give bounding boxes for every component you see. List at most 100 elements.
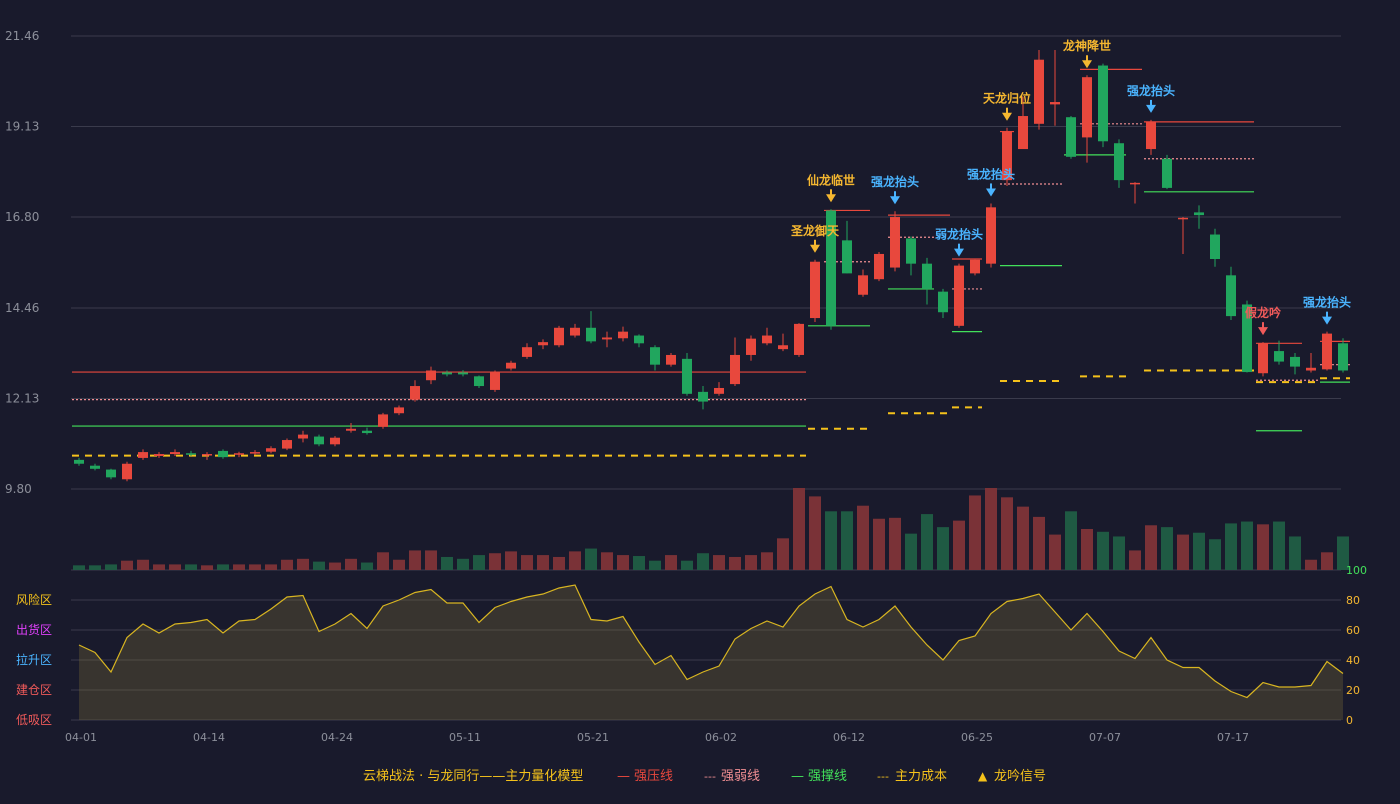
candle-body xyxy=(1098,65,1108,142)
date-tick-label: 06-12 xyxy=(833,731,865,744)
candle-body xyxy=(346,428,356,431)
date-tick-label: 07-07 xyxy=(1089,731,1121,744)
candle-body xyxy=(218,450,228,458)
candle-body xyxy=(298,434,308,439)
candle-body xyxy=(858,275,868,295)
candle-body xyxy=(394,407,404,414)
volume-bar xyxy=(521,555,533,570)
candle-body xyxy=(490,372,500,390)
candles-layer xyxy=(74,49,1348,482)
indicator-tick-label: 40 xyxy=(1346,654,1360,667)
volume-bar xyxy=(713,555,725,570)
candle-body xyxy=(1194,212,1204,216)
candle-body xyxy=(474,376,484,387)
indicator-tick-label: 60 xyxy=(1346,624,1360,637)
signal-arrow xyxy=(1258,327,1268,336)
candle-body xyxy=(506,362,516,369)
candle-body xyxy=(122,463,132,480)
signal-arrow xyxy=(986,188,996,197)
volume-bar xyxy=(1177,534,1189,570)
volume-bar xyxy=(169,564,181,570)
candle-body xyxy=(74,459,84,464)
candle-body xyxy=(570,327,580,336)
volume-bar xyxy=(681,560,693,570)
candle-body xyxy=(1114,143,1124,181)
volume-bar xyxy=(761,552,773,570)
indicator-tick-label: 20 xyxy=(1346,684,1360,697)
volume-bar xyxy=(1097,531,1109,570)
signal-label: 仙龙临世 xyxy=(807,172,855,187)
volume-bar xyxy=(601,552,613,570)
candle-body xyxy=(1274,351,1284,362)
volume-bar xyxy=(329,562,341,570)
volume-bar xyxy=(1017,506,1029,570)
volume-bar xyxy=(585,548,597,570)
legend-strong-support-symbol: — xyxy=(791,769,804,784)
candle-body xyxy=(250,452,260,454)
candle-body xyxy=(986,207,996,264)
price-tick-label: 19.13 xyxy=(5,120,39,134)
legend: 云梯战法 · 与龙同行——主力量化模型 — 强压线 --- 强弱线 — 强撑线 … xyxy=(363,768,1046,784)
volume-bar xyxy=(1321,552,1333,570)
volume-bar xyxy=(1129,550,1141,570)
zone-label: 低吸区 xyxy=(16,713,52,727)
signal-arrow xyxy=(954,248,964,257)
signal-label: 天龙归位 xyxy=(983,91,1031,106)
date-tick-label: 07-17 xyxy=(1217,731,1249,744)
zone-label: 建仓区 xyxy=(16,683,52,697)
candle-body xyxy=(410,386,420,400)
candle-body xyxy=(874,253,884,280)
signal-arrow xyxy=(826,194,836,203)
volume-bar xyxy=(1001,497,1013,570)
legend-main-cost-label: 主力成本 xyxy=(895,769,947,784)
volume-bar xyxy=(537,555,549,570)
volume-bar xyxy=(185,564,197,570)
volume-bar xyxy=(121,560,133,570)
volume-bar xyxy=(1161,527,1173,570)
date-tick-label: 05-21 xyxy=(577,731,609,744)
signal-label: 弱龙抬头 xyxy=(935,227,983,242)
volume-bar xyxy=(665,555,677,570)
volume-bar xyxy=(137,559,149,570)
volume-bar xyxy=(505,551,517,570)
candle-body xyxy=(442,372,452,375)
signal-arrow xyxy=(890,196,900,205)
candle-body xyxy=(1066,117,1076,157)
candle-body xyxy=(922,263,932,289)
volume-bar xyxy=(745,555,757,570)
candle-body xyxy=(1306,367,1316,371)
volume-bar xyxy=(1033,516,1045,570)
zone-label: 出货区 xyxy=(16,622,52,637)
volume-bar xyxy=(825,511,837,570)
indicator-tick-label: 80 xyxy=(1346,594,1360,607)
volume-bar xyxy=(265,564,277,570)
price-tick-label: 21.46 xyxy=(5,29,39,43)
volume-layer xyxy=(73,488,1349,570)
candle-body xyxy=(890,217,900,268)
legend-strong-pressure-symbol: — xyxy=(617,769,630,784)
volume-bar xyxy=(873,518,885,570)
volume-bar xyxy=(473,555,485,570)
candle-body xyxy=(1322,333,1332,370)
candle-body xyxy=(714,387,724,394)
candle-body xyxy=(1130,182,1140,185)
volume-bar xyxy=(1209,539,1221,570)
volume-bar xyxy=(1305,559,1317,570)
volume-bar xyxy=(1289,536,1301,570)
candle-body xyxy=(362,430,372,434)
candle-body xyxy=(154,454,164,456)
volume-bar xyxy=(393,559,405,570)
candle-body xyxy=(586,327,596,342)
legend-strong-pressure-label: 强压线 xyxy=(634,769,673,784)
volume-bar xyxy=(569,551,581,570)
candle-body xyxy=(554,327,564,346)
candle-body xyxy=(954,265,964,326)
candle-body xyxy=(1178,217,1188,220)
volume-bar xyxy=(809,496,821,570)
legend-strong-support-label: 强撑线 xyxy=(808,769,847,784)
volume-bar xyxy=(281,559,293,570)
candle-body xyxy=(938,291,948,313)
volume-bar xyxy=(1337,536,1349,570)
signal-label: 强龙抬头 xyxy=(1127,83,1175,98)
volume-bar xyxy=(457,558,469,570)
